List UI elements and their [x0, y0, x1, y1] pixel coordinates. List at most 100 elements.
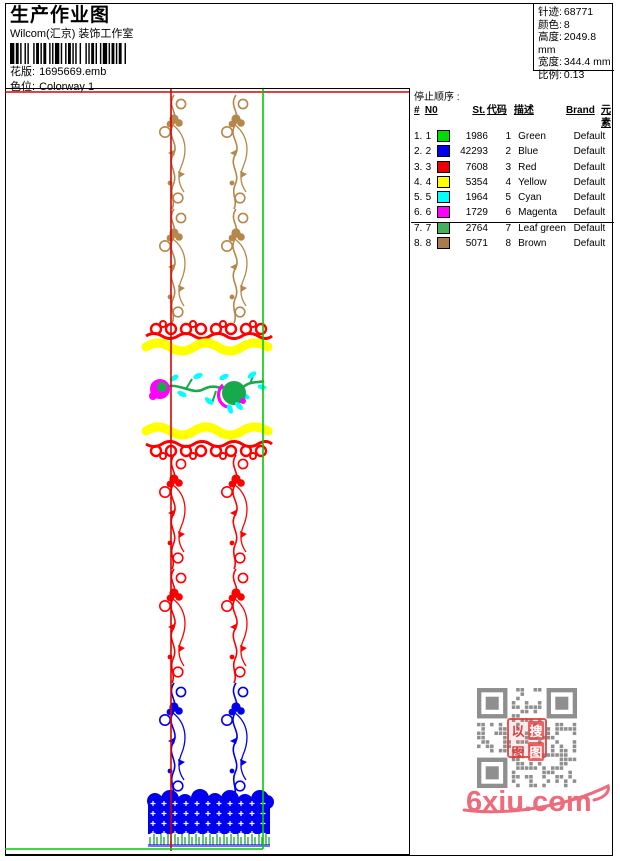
end-point-crosshair	[5, 89, 264, 850]
row-description: Blue	[518, 146, 539, 158]
stop-sequence-row: 6. 6 1729 6 Magenta Default	[414, 206, 612, 221]
field-label: 花版:	[10, 66, 36, 78]
row-description: Yellow	[518, 176, 547, 188]
color-swatch	[437, 221, 451, 234]
row-seq: 5.	[414, 192, 423, 204]
stop-sequence-row: 3. 3 7608 3 Red Default	[414, 160, 612, 176]
row-description: Brown	[518, 238, 547, 250]
search-by-image-stamp: 以 搜 图 图	[507, 718, 547, 761]
info-value: 2049.8 mm	[538, 31, 597, 56]
row-element	[611, 191, 612, 206]
row-code: 2	[505, 146, 512, 158]
yellow-wave-band-bottom	[146, 427, 268, 435]
field-value: Colorway 1	[39, 81, 95, 93]
row-swatch-cell	[437, 237, 456, 252]
stop-sequence-panel: 停止顺序 : # N0 St. 代码 描述 Brand 元素 1. 1 1986…	[411, 88, 614, 250]
row-code: 8	[505, 238, 512, 250]
design-preview	[5, 88, 410, 855]
row-seq: 1.	[414, 131, 423, 142]
row-needle: 6	[425, 207, 432, 219]
row-brand: Default	[573, 222, 606, 234]
qr-code-image	[475, 686, 579, 790]
row-seq: 8.	[414, 238, 423, 250]
color-swatch	[437, 191, 451, 204]
stop-sequence-row: 5. 5 1964 5 Cyan Default	[414, 191, 612, 206]
qr-code: 以 搜 图 图	[475, 686, 579, 790]
info-value: 0.13	[563, 68, 585, 81]
row-stitches: 5071	[465, 238, 488, 250]
row-seq: 4.	[414, 176, 423, 188]
col-description: 描述	[513, 105, 534, 116]
color-swatch	[437, 237, 451, 250]
row-brand: Default	[573, 192, 606, 204]
header-field: 花版: 1695669.emb	[10, 65, 520, 79]
row-description: Leaf green	[518, 222, 566, 234]
row-description: Magenta	[518, 207, 558, 219]
header-fields: 花版: 1695669.emb 色位: Colorway 1	[10, 65, 520, 94]
red-lace-band-bottom	[144, 440, 274, 461]
row-seq: 6.	[414, 207, 423, 219]
info-row: 针迹: 68771	[538, 6, 614, 19]
row-description: Red	[518, 161, 537, 173]
row-swatch-cell	[437, 160, 456, 176]
col-brand: Brand	[565, 105, 595, 116]
stop-sequence-row: 2. 2 42293 2 Blue Default	[414, 145, 612, 160]
col-code: 代码	[486, 105, 507, 116]
center-flower-garland	[149, 371, 267, 414]
row-element	[611, 130, 612, 145]
row-code: 7	[505, 222, 512, 234]
row-swatch-cell	[437, 206, 456, 221]
red-vine-columns	[159, 454, 249, 684]
info-row: 比例: 0.13	[538, 69, 614, 82]
col-number: #	[414, 105, 420, 116]
info-label: 高度:	[538, 31, 562, 44]
info-label: 颜色:	[538, 18, 562, 31]
watermark: 6xiu.com	[458, 780, 616, 822]
stop-sequence-rows: 1. 1 1986 1 Green Default 2. 2 42293 2 B…	[414, 130, 612, 252]
color-swatch	[437, 145, 451, 158]
field-label: 色位:	[10, 81, 36, 93]
stop-sequence-row: 8. 8 5071 8 Brown Default	[414, 237, 612, 252]
row-element	[611, 222, 612, 237]
row-stitches: 1986	[465, 131, 488, 142]
row-seq: 3.	[414, 161, 423, 173]
row-seq: 2.	[414, 146, 423, 158]
row-brand: Default	[573, 131, 606, 142]
blue-flower-band	[147, 789, 274, 847]
stop-sequence-title: 停止顺序 :	[414, 92, 460, 103]
row-brand: Default	[573, 176, 606, 188]
start-point-crosshair	[5, 89, 409, 851]
info-value: 8	[563, 18, 570, 31]
col-element: 元素	[600, 105, 611, 129]
studio-name: Wilcom(汇京) 装饰工作室	[10, 28, 134, 40]
row-swatch-cell	[437, 175, 456, 191]
row-needle: 8	[425, 238, 432, 250]
col-needle: N0	[424, 105, 438, 116]
row-needle: 3	[425, 161, 432, 173]
info-label: 比例:	[538, 68, 562, 81]
row-code: 3	[505, 161, 512, 173]
info-row: 高度: 2049.8 mm	[538, 31, 614, 56]
row-seq: 7.	[414, 222, 423, 234]
color-swatch	[437, 175, 451, 188]
row-element	[611, 161, 612, 176]
red-lace-band-top	[144, 319, 274, 340]
row-brand: Default	[573, 161, 606, 173]
row-description: Cyan	[518, 192, 542, 204]
embroidery-design	[5, 89, 409, 851]
stamp-char: 图	[511, 745, 525, 760]
row-code: 4	[505, 176, 512, 188]
row-brand: Default	[573, 146, 606, 158]
stamp-char: 以	[511, 724, 525, 739]
col-stitches: St.	[472, 105, 486, 116]
blue-vine-columns	[159, 682, 249, 798]
row-stitches: 1964	[465, 192, 488, 204]
stamp-char: 搜	[528, 721, 544, 740]
watermark-text: 6xiu.com	[466, 786, 592, 818]
info-value: 68771	[563, 6, 594, 18]
col-swatch	[438, 104, 456, 130]
row-code: 1	[505, 131, 512, 142]
row-needle: 7	[425, 222, 432, 234]
field-value: 1695669.emb	[39, 66, 107, 78]
